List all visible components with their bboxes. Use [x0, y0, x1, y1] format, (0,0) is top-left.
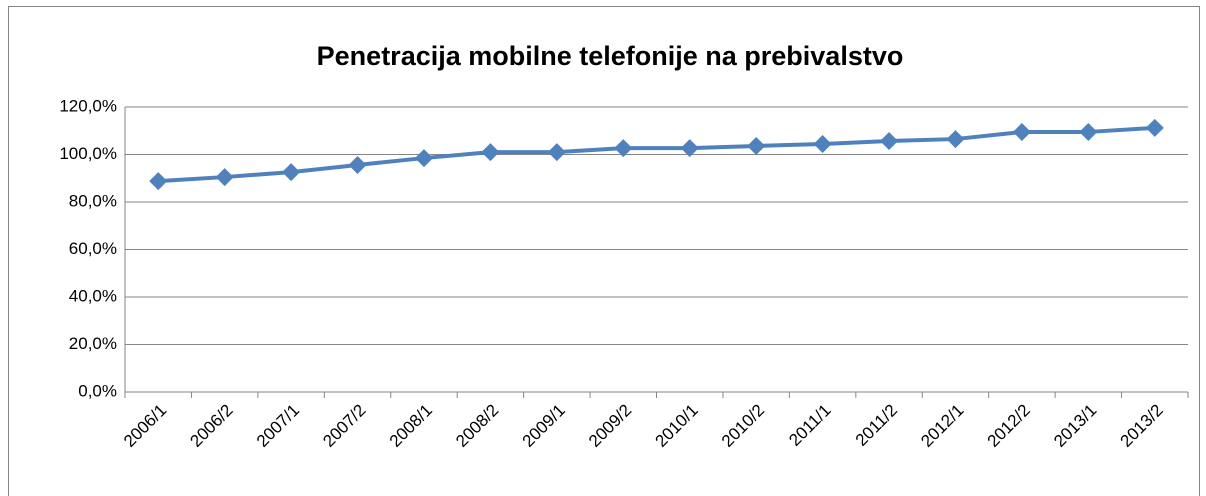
marker	[414, 149, 433, 168]
marker	[215, 168, 234, 187]
y-tick-label: 60,0%	[69, 239, 117, 258]
y-tick-label: 0,0%	[78, 381, 117, 400]
chart-title: Penetracija mobilne telefonije na prebiv…	[317, 41, 904, 71]
marker	[547, 143, 566, 162]
marker	[813, 135, 832, 154]
marker	[1145, 118, 1164, 137]
marker	[1012, 122, 1031, 141]
y-tick-label: 40,0%	[69, 286, 117, 305]
marker	[880, 131, 899, 150]
marker	[747, 136, 766, 155]
marker	[1079, 122, 1098, 141]
y-tick-label: 120,0%	[59, 96, 117, 115]
marker	[946, 130, 965, 149]
y-tick-label: 100,0%	[59, 144, 117, 163]
marker	[481, 143, 500, 162]
marker	[348, 155, 367, 174]
chart-frame	[8, 6, 1200, 496]
marker	[614, 139, 633, 158]
marker	[680, 139, 699, 158]
marker	[149, 172, 168, 191]
marker	[282, 163, 301, 182]
series-line	[158, 125, 1155, 184]
y-tick-label: 20,0%	[69, 334, 117, 353]
y-tick-label: 80,0%	[69, 191, 117, 210]
